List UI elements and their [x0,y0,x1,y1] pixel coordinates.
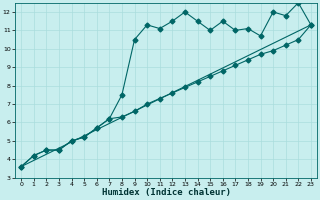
X-axis label: Humidex (Indice chaleur): Humidex (Indice chaleur) [101,188,230,197]
